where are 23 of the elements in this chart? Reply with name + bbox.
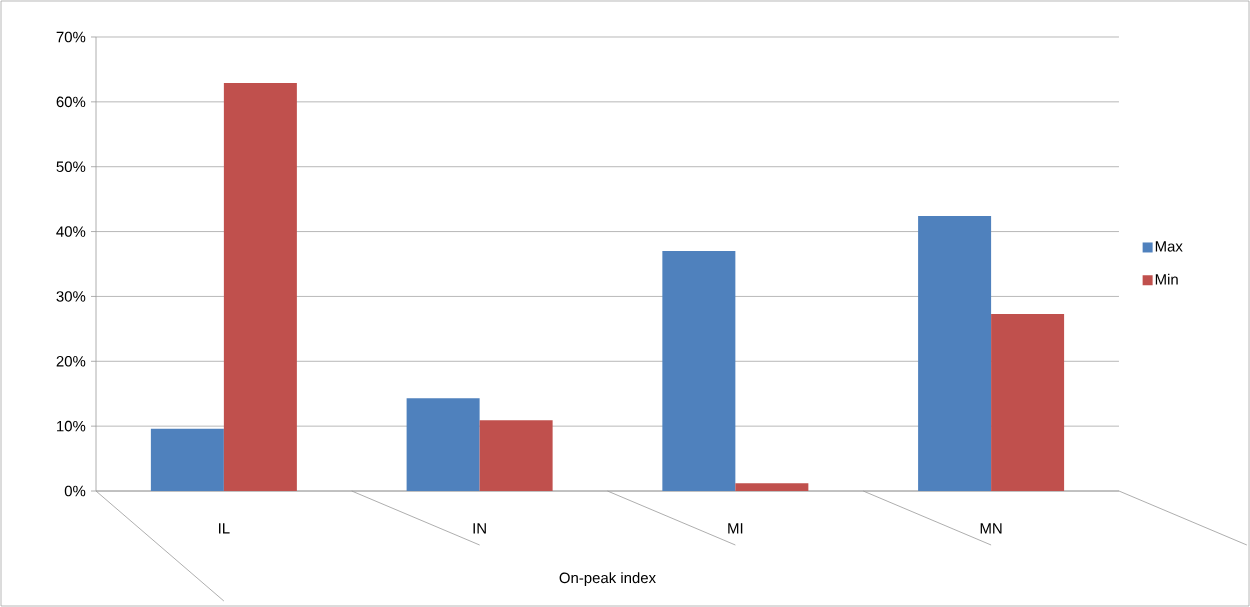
- bar: [479, 420, 553, 491]
- y-tick-label: 40%: [56, 226, 86, 237]
- y-tick-label: 0%: [64, 485, 86, 497]
- bar: [150, 428, 224, 491]
- y-tick-label: 60%: [56, 96, 86, 108]
- x-tick-label: MI: [728, 523, 743, 534]
- bar: [735, 483, 809, 491]
- bar: [406, 398, 480, 491]
- bar: [918, 216, 992, 491]
- x-axis-title: On-peak index: [559, 572, 656, 587]
- y-tick-label: 70%: [56, 31, 86, 43]
- y-tick-label: 30%: [56, 291, 86, 302]
- legend-label: Min: [1155, 273, 1178, 285]
- x-tick-label: MN: [980, 523, 1002, 534]
- bar: [991, 313, 1065, 491]
- y-tick-label: 50%: [56, 161, 86, 172]
- bar: [662, 251, 736, 491]
- x-tick-label: IN: [473, 523, 486, 534]
- y-tick-label: 10%: [57, 420, 86, 432]
- legend-label: Max: [1155, 241, 1183, 252]
- y-tick-label: 20%: [56, 355, 86, 367]
- x-tick-label: IL: [219, 523, 230, 534]
- bar: [223, 83, 297, 491]
